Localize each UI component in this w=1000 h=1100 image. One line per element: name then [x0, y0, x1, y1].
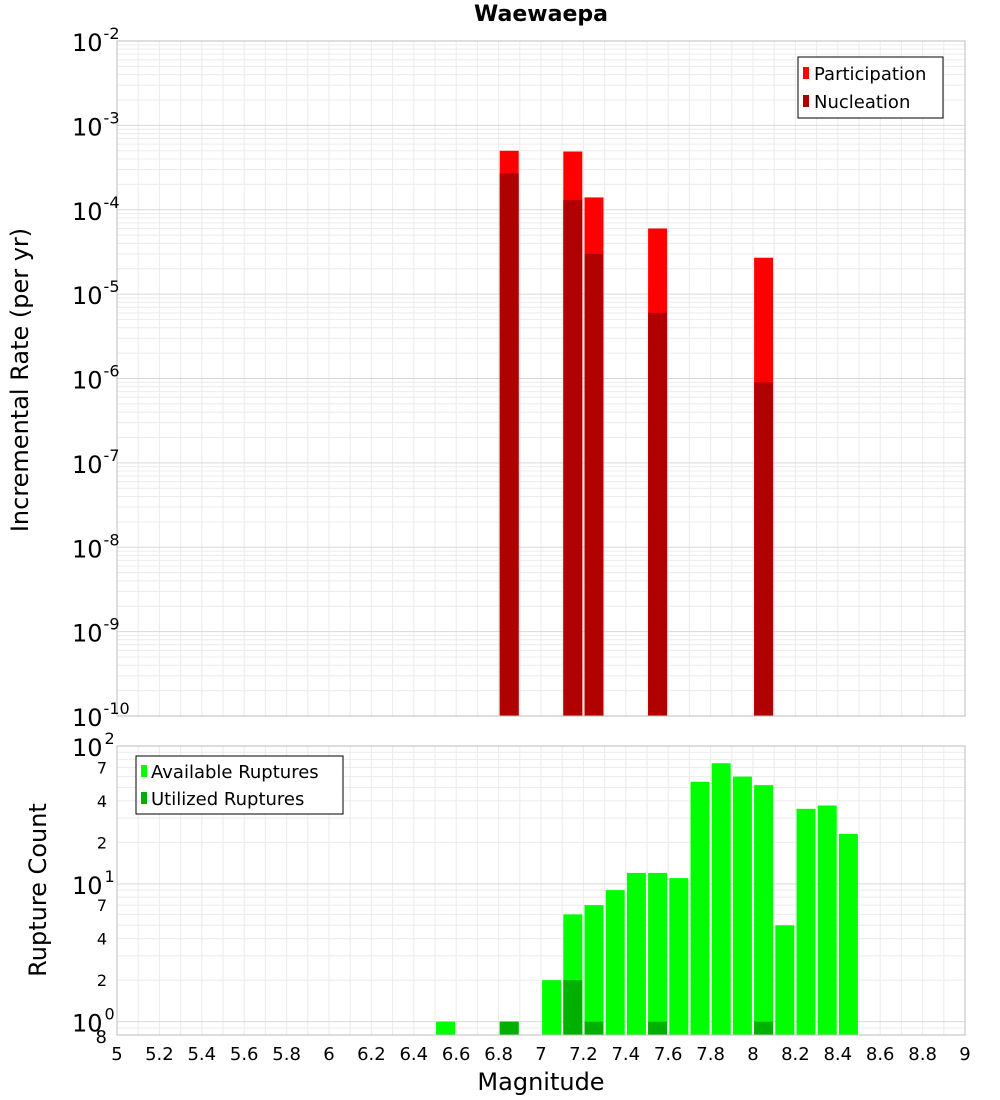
nucleation-bar: [584, 253, 604, 716]
bottom-y-min-tick-label: 8: [96, 1027, 107, 1048]
top-y-tick-label: 10-3: [72, 108, 120, 141]
x-tick-label: 5: [111, 1044, 122, 1065]
x-tick-label: 8.2: [781, 1044, 810, 1065]
nucleation-legend-swatch: [803, 95, 809, 107]
chart-title: Waewaepa: [474, 2, 608, 27]
top-y-tick-label: 10-8: [72, 530, 120, 563]
available-ruptures-bar: [669, 878, 689, 1035]
x-tick-label: 7: [535, 1044, 546, 1065]
utilized-ruptures-bar: [648, 1021, 668, 1035]
available-ruptures-bar: [436, 1021, 456, 1035]
available-ruptures-bar: [732, 776, 752, 1035]
x-axis-label: Magnitude: [477, 1068, 605, 1096]
nucleation-bar: [754, 382, 774, 716]
utilized-ruptures-bar: [584, 1021, 604, 1035]
x-tick-label: 8.6: [866, 1044, 895, 1065]
bottom-y-minor-tick-label: 7: [97, 758, 107, 777]
available-ruptures-bar: [775, 925, 795, 1035]
top-plot-bars: [499, 150, 774, 717]
participation-legend-swatch: [803, 67, 809, 79]
x-tick-labels: 5 5.2 5.4 5.6 5.8 6 6.2 6.4 6.6 6.8 7 7.2 7.4 7.6 7.8 8…: [111, 1044, 970, 1065]
available-legend-swatch: [141, 765, 147, 777]
x-tick-label: 6.6: [442, 1044, 471, 1065]
available-ruptures-bar: [626, 872, 646, 1035]
nucleation-bar: [563, 200, 583, 716]
x-tick-label: 6.2: [357, 1044, 386, 1065]
bottom-y-minor-tick-label: 4: [97, 930, 107, 949]
available-ruptures-bar: [711, 763, 731, 1035]
x-tick-label: 5.4: [187, 1044, 216, 1065]
bottom-y-major-tick-label: 10 1: [72, 867, 115, 900]
utilized-ruptures-bar: [563, 980, 583, 1035]
available-ruptures-bar: [542, 980, 562, 1035]
bottom-y-minor-tick-label: 4: [97, 792, 107, 811]
top-legend-box: [797, 56, 944, 119]
available-legend-label: Available Ruptures: [151, 762, 319, 783]
available-ruptures-bar: [838, 833, 858, 1035]
bottom-y-minor-tick-label: 2: [97, 833, 107, 852]
nucleation-legend-label: Nucleation: [814, 92, 910, 113]
bottom-y-minor-tick-label: 7: [97, 896, 107, 915]
utilized-ruptures-bar: [499, 1021, 519, 1035]
utilized-ruptures-bar: [754, 1021, 774, 1035]
x-tick-label: 6: [323, 1044, 334, 1065]
available-ruptures-bar: [690, 781, 710, 1035]
top-y-tick-label: 10-5: [72, 277, 120, 310]
x-tick-label: 5.6: [230, 1044, 259, 1065]
utilized-legend-label: Utilized Ruptures: [151, 789, 304, 810]
available-ruptures-bar: [648, 872, 668, 1035]
bottom-legend: Available Ruptures Utilized Ruptures: [135, 755, 344, 815]
nucleation-bar: [648, 312, 668, 716]
x-tick-label: 7.2: [569, 1044, 598, 1065]
x-tick-label: 7.8: [696, 1044, 725, 1065]
top-y-tick-label: 10-6: [72, 362, 120, 395]
x-tick-label: 8: [747, 1044, 758, 1065]
x-tick-label: 7.6: [654, 1044, 683, 1065]
top-y-tick-label: 10-7: [72, 446, 120, 479]
bottom-y-major-tick-label: 10 0: [72, 1005, 115, 1038]
top-y-tick-labels: 10-10 10-9 10-8 10-7 10-6 10-5 10-4 10-3 10-2: [72, 24, 130, 732]
top-plot-grid: [116, 41, 966, 717]
participation-legend-label: Participation: [814, 64, 926, 85]
top-y-tick-label: 10-4: [72, 193, 120, 226]
nucleation-bar: [499, 173, 519, 716]
available-ruptures-bar: [584, 905, 604, 1035]
top-y-tick-label: 10-9: [72, 615, 120, 648]
bottom-y-major-tick-label: 10 2: [72, 729, 115, 762]
available-ruptures-bar: [605, 890, 625, 1035]
x-tick-label: 6.8: [484, 1044, 513, 1065]
x-tick-label: 5.2: [145, 1044, 174, 1065]
x-tick-label: 7.4: [611, 1044, 640, 1065]
bottom-plot-bars: [436, 763, 858, 1035]
bottom-y-minor-tick-label: 2: [97, 971, 107, 990]
x-tick-label: 8.4: [823, 1044, 852, 1065]
x-tick-label: 5.8: [272, 1044, 301, 1065]
available-ruptures-bar: [817, 805, 837, 1035]
top-plot-frame: [116, 40, 966, 717]
available-ruptures-bar: [754, 785, 774, 1035]
x-tick-label: 6.4: [399, 1044, 428, 1065]
x-tick-label: 9: [959, 1044, 970, 1065]
utilized-legend-swatch: [141, 792, 147, 804]
top-y-tick-label: 10-2: [72, 24, 120, 57]
x-tick-label: 8.8: [908, 1044, 937, 1065]
bottom-legend-box: [135, 755, 344, 815]
top-y-tick-label: 10-10: [72, 699, 130, 732]
top-legend: Participation Nucleation: [797, 56, 944, 119]
bottom-plot-frame: [116, 745, 966, 1036]
available-ruptures-bar: [796, 808, 816, 1035]
